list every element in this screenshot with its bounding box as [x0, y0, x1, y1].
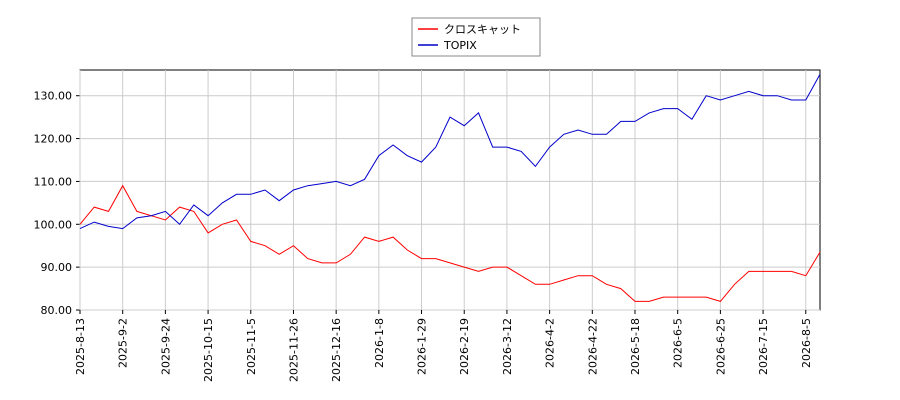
- y-tick-label: 80.00: [41, 304, 73, 317]
- x-tick-label: 2025-9-24: [159, 318, 172, 375]
- x-tick-label: 2026-5-18: [629, 318, 642, 375]
- x-tick-label: 2026-3-12: [501, 318, 514, 375]
- y-tick-label: 110.00: [34, 175, 73, 188]
- x-tick-label: 2026-2-19: [458, 318, 471, 375]
- x-tick-label: 2025-11-26: [287, 318, 300, 382]
- x-tick-label: 2025-10-15: [202, 318, 215, 382]
- legend: クロスキャット TOPIX: [411, 17, 541, 57]
- x-tick-label: 2025-12-16: [330, 318, 343, 382]
- x-tick-label: 2026-1-29: [416, 318, 429, 375]
- y-tick-label: 130.00: [34, 90, 73, 103]
- x-tick-label: 2026-6-5: [672, 318, 685, 368]
- y-tick-label: 120.00: [34, 133, 73, 146]
- x-tick-label: 2026-4-2: [544, 318, 557, 368]
- legend-box: [411, 17, 541, 57]
- x-tick-label: 2026-8-5: [800, 318, 813, 368]
- x-tick-label: 2026-7-15: [757, 318, 770, 375]
- y-tick-label: 100.00: [34, 218, 73, 231]
- plot-frame: [79, 69, 821, 311]
- legend-label: TOPIX: [443, 39, 477, 52]
- legend-label: クロスキャット: [444, 23, 521, 36]
- x-tick-label: 2025-9-2: [117, 318, 130, 368]
- x-tick-label: 2025-8-13: [74, 318, 87, 375]
- x-tick-label: 2025-11-5: [245, 318, 258, 375]
- y-tick-label: 90.00: [41, 261, 73, 274]
- series-line: [79, 74, 821, 230]
- x-tick-label: 2026-1-8: [373, 318, 386, 368]
- x-tick-label: 2026-6-25: [714, 318, 727, 375]
- x-tick-label: 2026-4-22: [586, 318, 599, 375]
- series-line: [79, 184, 821, 302]
